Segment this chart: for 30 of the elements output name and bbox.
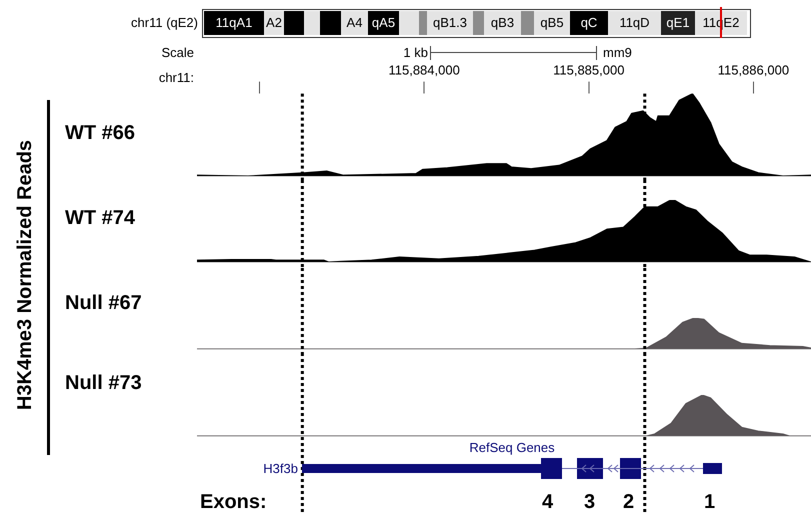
x-tick-label: 115,884,000 [388, 62, 460, 78]
text: qB3 [484, 11, 521, 35]
y-axis-title: H3K4me3 Normalized Reads [13, 138, 37, 412]
text: 1 [704, 491, 716, 513]
chart-title: Null #73 [65, 372, 142, 395]
text: 3 [584, 491, 596, 513]
text: 4 [542, 491, 554, 513]
text: qC [570, 11, 608, 35]
x-tick-label: 115,886,000 [718, 62, 790, 78]
chart-title: Null #67 [65, 292, 142, 315]
text: RefSeq Genes [468, 440, 556, 456]
chart-title: WT #74 [65, 207, 136, 230]
text: A2 [264, 11, 284, 35]
text: 2 [623, 491, 634, 513]
text: chr11 (qE2) [131, 15, 198, 31]
text: A4 [341, 11, 368, 35]
text: 1 kb [403, 45, 428, 61]
text: H3f3b [263, 461, 298, 477]
text: Exons: [200, 491, 267, 513]
text: WT #66 [65, 122, 136, 145]
text: qB1.3 [427, 11, 473, 35]
text: mm9 [603, 45, 632, 61]
text: qB5 [534, 11, 570, 35]
x-axis-title: chr11: [158, 70, 194, 86]
text: qA5 [368, 11, 399, 35]
x-tick-label: 115,885,000 [553, 62, 624, 78]
text: 11qD [608, 11, 661, 35]
text: Scale [161, 45, 194, 61]
text: 11qA1 [204, 11, 264, 35]
text: qE1 [661, 11, 695, 35]
